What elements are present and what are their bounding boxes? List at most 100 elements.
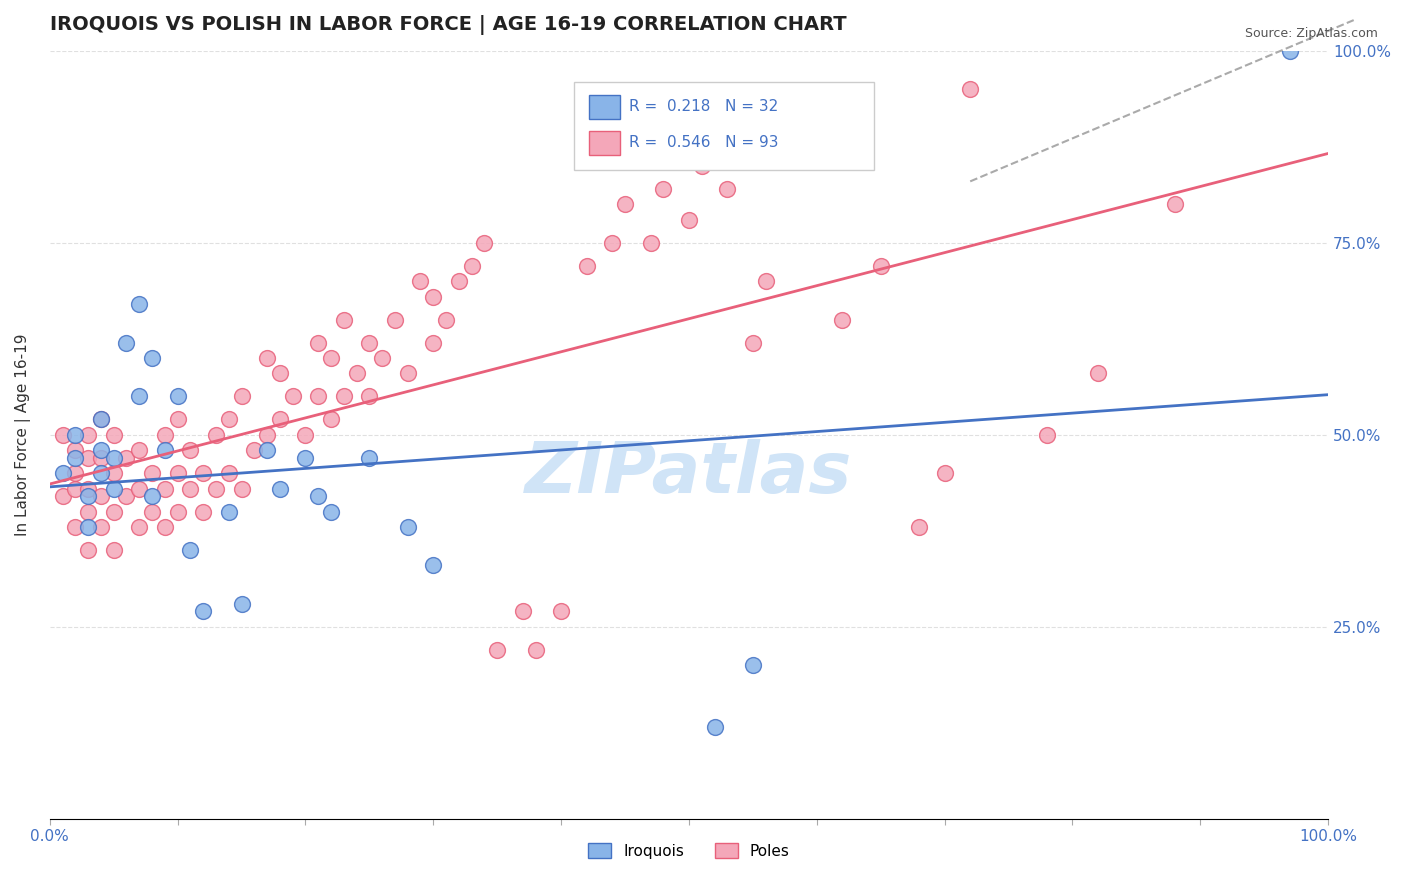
Point — [65, 427, 87, 442]
Point — [359, 335, 381, 350]
Point — [65, 466, 87, 480]
Point — [600, 235, 623, 250]
Point — [128, 443, 150, 458]
Point — [755, 274, 778, 288]
Point — [103, 450, 125, 465]
Point — [319, 412, 342, 426]
Point — [460, 259, 482, 273]
Point — [90, 520, 112, 534]
Point — [65, 520, 87, 534]
Point — [77, 505, 100, 519]
Point — [103, 466, 125, 480]
Point — [371, 351, 394, 365]
Point — [103, 427, 125, 442]
Point — [218, 466, 240, 480]
FancyBboxPatch shape — [589, 95, 620, 120]
Point — [728, 136, 751, 150]
Point — [1036, 427, 1059, 442]
Point — [333, 312, 356, 326]
Point — [1087, 367, 1109, 381]
Point — [166, 412, 188, 426]
Point — [269, 482, 291, 496]
Point — [384, 312, 406, 326]
Point — [51, 489, 73, 503]
Point — [741, 335, 763, 350]
Point — [141, 505, 163, 519]
Point — [65, 482, 87, 496]
Point — [281, 389, 304, 403]
Point — [447, 274, 470, 288]
Point — [141, 489, 163, 503]
Point — [103, 505, 125, 519]
Point — [831, 312, 853, 326]
Point — [103, 482, 125, 496]
Point — [166, 505, 188, 519]
Point — [512, 604, 534, 618]
Point — [141, 466, 163, 480]
Point — [77, 520, 100, 534]
Point — [205, 427, 228, 442]
Point — [1278, 44, 1301, 58]
Point — [90, 489, 112, 503]
Point — [153, 482, 176, 496]
Point — [77, 482, 100, 496]
Point — [166, 389, 188, 403]
Point — [179, 543, 201, 558]
Point — [115, 335, 138, 350]
Y-axis label: In Labor Force | Age 16-19: In Labor Force | Age 16-19 — [15, 334, 31, 536]
Point — [218, 412, 240, 426]
Point — [256, 427, 278, 442]
Point — [231, 482, 253, 496]
Point — [90, 412, 112, 426]
Point — [486, 642, 509, 657]
Point — [90, 450, 112, 465]
Point — [396, 520, 419, 534]
Point — [690, 159, 713, 173]
Point — [103, 543, 125, 558]
Point — [346, 367, 368, 381]
Point — [307, 489, 329, 503]
Point — [90, 443, 112, 458]
Point — [153, 427, 176, 442]
Point — [474, 235, 496, 250]
Point — [179, 443, 201, 458]
Point — [359, 450, 381, 465]
Point — [422, 289, 444, 303]
Point — [153, 520, 176, 534]
Point — [205, 482, 228, 496]
Point — [51, 466, 73, 480]
FancyBboxPatch shape — [589, 131, 620, 155]
Point — [716, 182, 738, 196]
Point — [934, 466, 956, 480]
Point — [191, 604, 214, 618]
Point — [319, 505, 342, 519]
Point — [77, 489, 100, 503]
Point — [128, 389, 150, 403]
Point — [65, 450, 87, 465]
Point — [77, 450, 100, 465]
Point — [128, 297, 150, 311]
Point — [218, 505, 240, 519]
Point — [191, 466, 214, 480]
Point — [806, 120, 828, 135]
Point — [90, 412, 112, 426]
Point — [231, 597, 253, 611]
Point — [77, 427, 100, 442]
Point — [307, 389, 329, 403]
Point — [359, 389, 381, 403]
Point — [128, 520, 150, 534]
Point — [294, 427, 316, 442]
Point — [434, 312, 457, 326]
Point — [640, 235, 662, 250]
Point — [90, 466, 112, 480]
Point — [741, 658, 763, 673]
Point — [409, 274, 432, 288]
Point — [115, 489, 138, 503]
Point — [652, 182, 675, 196]
Point — [269, 367, 291, 381]
Point — [703, 720, 725, 734]
Legend: Iroquois, Poles: Iroquois, Poles — [582, 837, 796, 865]
Text: ZIPatlas: ZIPatlas — [526, 439, 852, 508]
Point — [77, 543, 100, 558]
Point — [256, 443, 278, 458]
